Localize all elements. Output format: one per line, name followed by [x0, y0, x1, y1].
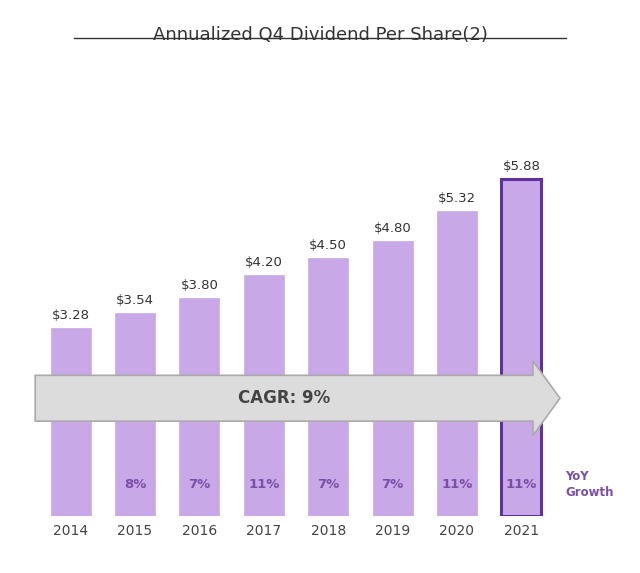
Polygon shape [35, 361, 560, 435]
Text: 11%: 11% [506, 478, 537, 490]
Text: 7%: 7% [381, 478, 404, 490]
Text: $3.80: $3.80 [180, 279, 218, 292]
Text: $4.80: $4.80 [374, 222, 412, 235]
Text: 7%: 7% [317, 478, 339, 490]
Bar [372, 241, 413, 516]
Text: 11%: 11% [248, 478, 280, 490]
Text: $4.20: $4.20 [245, 256, 283, 269]
Bar [437, 211, 477, 516]
Text: 8%: 8% [124, 478, 146, 490]
Bar [244, 275, 284, 516]
Text: 7%: 7% [188, 478, 211, 490]
Text: $5.32: $5.32 [438, 192, 476, 205]
Bar [51, 328, 91, 516]
Bar [308, 258, 348, 516]
Bar [115, 313, 155, 516]
Text: YoY
Growth: YoY Growth [565, 470, 614, 499]
Text: 11%: 11% [441, 478, 473, 490]
Bar [501, 179, 541, 516]
Text: $4.50: $4.50 [309, 239, 347, 252]
Text: $3.54: $3.54 [116, 294, 154, 307]
Text: $5.88: $5.88 [502, 160, 540, 173]
Text: CAGR: 9%: CAGR: 9% [238, 389, 330, 407]
Bar [179, 298, 220, 516]
Text: $3.28: $3.28 [52, 309, 90, 322]
Text: Annualized Q4 Dividend Per Share(2): Annualized Q4 Dividend Per Share(2) [152, 26, 488, 44]
